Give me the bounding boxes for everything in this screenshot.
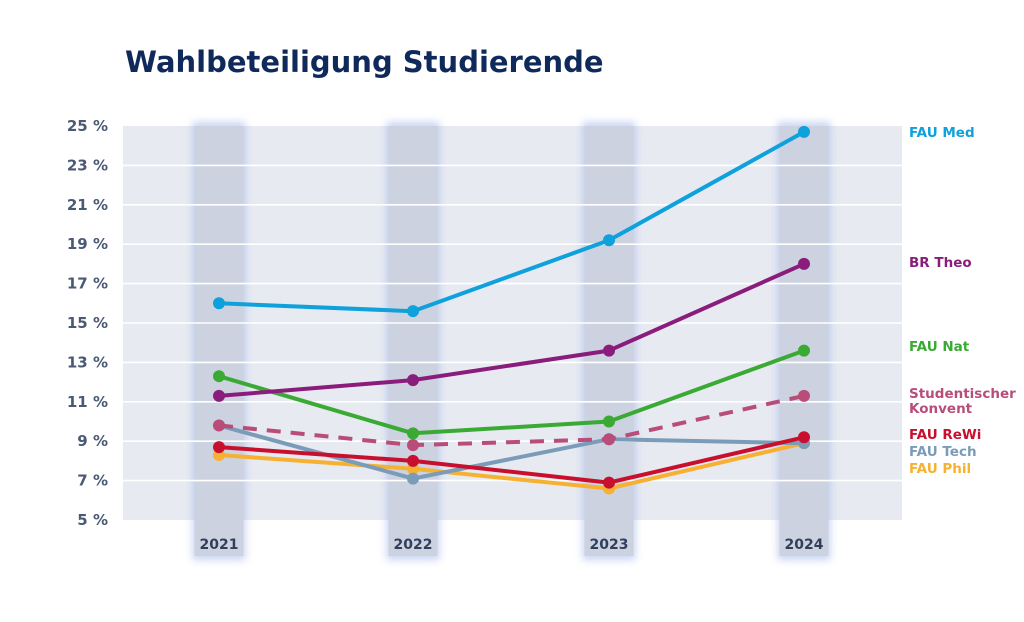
data-point-studentischer-konvent [407,439,419,452]
data-point-fau-med [798,125,810,138]
data-point-fau-nat [407,427,419,440]
chart-title: Wahlbeteiligung Studierende [125,45,604,79]
data-point-fau-rewi [798,431,810,444]
y-tick-label: 21 % [67,196,108,214]
x-tick-label: 2023 [590,537,629,553]
y-tick-label: 5 % [77,511,108,529]
x-tick-label: 2021 [200,537,239,553]
x-tick-label: 2024 [785,537,824,553]
y-tick-label: 25 % [67,117,108,135]
year-band-2022 [388,126,438,556]
series-line-br-theo [217,261,806,398]
data-point-studentischer-konvent [798,389,810,402]
series-line-fau-phil [217,441,806,491]
data-point-fau-med [603,234,615,247]
data-point-br-theo [798,257,810,270]
data-point-br-theo [407,374,419,387]
legend-label-fau-tech: FAU Tech [909,444,977,460]
series-line-fau-rewi [217,435,806,485]
data-point-fau-rewi [407,454,419,467]
y-tick-label: 7 % [77,472,108,490]
y-tick-label: 19 % [67,235,108,253]
year-band-2021 [194,126,244,556]
y-tick-label: 11 % [67,393,108,411]
y-tick-label: 17 % [67,275,108,293]
legend-label-fau-nat: FAU Nat [909,339,970,355]
legend-label-fau-med: FAU Med [909,125,975,141]
x-tick-label: 2022 [394,537,433,553]
data-point-studentischer-konvent [603,433,615,446]
data-point-fau-nat [213,370,225,383]
data-point-br-theo [603,344,615,357]
data-point-studentischer-konvent [213,419,225,432]
y-tick-label: 23 % [67,156,108,174]
data-point-fau-rewi [603,476,615,489]
data-point-fau-nat [798,344,810,357]
legend-label-studentischer-konvent: Studentischer [909,386,1016,402]
legend-label-studentischer-konvent: Konvent [909,401,973,417]
data-point-fau-nat [603,415,615,428]
legend-label-fau-phil: FAU Phil [909,461,971,477]
legend-label-br-theo: BR Theo [909,255,972,271]
data-point-fau-med [213,297,225,310]
y-tick-label: 13 % [67,353,108,371]
y-tick-label: 15 % [67,314,108,332]
data-point-fau-tech [407,472,419,485]
data-point-br-theo [213,389,225,402]
series-line-fau-nat [217,348,806,436]
series-line-fau-med [217,129,806,314]
year-band-2024 [779,126,829,556]
plot-area: 5 % 7 % 9 % 11 % 13 % 15 % 17 % 19 % 21 % 23 % 25 … [67,117,1016,560]
series-line-studentischer-konvent [218,393,805,448]
data-point-fau-rewi [213,441,225,454]
y-tick-label: 9 % [77,432,108,450]
data-point-fau-med [407,305,419,318]
legend-label-fau-rewi: FAU ReWi [909,427,981,443]
